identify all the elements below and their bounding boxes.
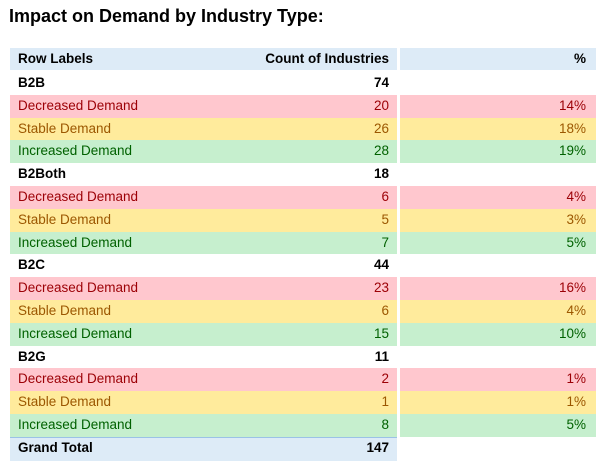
cell: 20 <box>373 97 389 113</box>
row-background <box>10 231 397 255</box>
cell: 26 <box>373 120 389 136</box>
row-background <box>400 140 596 164</box>
cell: 6 <box>381 189 389 204</box>
cell: Increased Demand <box>18 143 133 159</box>
cell: 44 <box>373 257 389 273</box>
cell: Increased Demand <box>18 325 133 341</box>
row-background <box>10 414 397 437</box>
cell: B2C <box>18 257 46 273</box>
cell: 18% <box>558 120 586 136</box>
cell: Stable Demand <box>18 303 112 318</box>
cell: 147 <box>366 439 389 455</box>
row-background <box>400 208 596 232</box>
data-row: Increased Demand 8 5% <box>10 414 596 437</box>
header-row: Row Labels Count of Industries% <box>10 47 596 71</box>
cell: 28 <box>373 143 389 159</box>
data-row: Stable Demand 5 3% <box>10 208 596 232</box>
group-row: B2C 44 <box>10 254 596 277</box>
data-row: Decreased Demand 2 1% <box>10 368 596 392</box>
cell: Stable Demand <box>18 394 112 410</box>
data-row: Increased Demand 28 19% <box>10 140 596 164</box>
cell: 6 <box>381 303 389 318</box>
cell: Grand Total <box>18 439 93 455</box>
cell: 19% <box>558 143 586 159</box>
row-background <box>400 186 596 209</box>
row-background <box>10 391 397 414</box>
cell: Row Labels <box>18 50 94 66</box>
cell: 15 <box>373 325 389 341</box>
cell: B2G <box>18 348 46 364</box>
data-row: Increased Demand 7 5% <box>10 231 596 255</box>
cell: 5 <box>381 211 389 227</box>
data-row: Increased Demand 15 10% <box>10 322 596 346</box>
cell: 3% <box>566 211 586 227</box>
cell: 1 <box>381 394 389 410</box>
row-background <box>10 277 397 300</box>
data-row: Stable Demand 6 4% <box>10 300 596 323</box>
row-background <box>10 140 397 164</box>
row-background <box>400 300 596 323</box>
group-row: B2B 74 <box>10 72 596 95</box>
row-background <box>400 414 596 437</box>
row-background <box>400 47 596 71</box>
cell: Stable Demand <box>18 120 112 136</box>
group-row: B2Both 18 <box>10 163 596 186</box>
row-background <box>10 47 397 71</box>
cell: 18 <box>373 166 389 182</box>
cell: 5% <box>566 417 586 432</box>
cell: Decreased Demand <box>18 371 139 387</box>
cell: 1% <box>566 394 586 410</box>
group-row: B2G 11 <box>10 346 596 369</box>
data-row: Decreased Demand 6 4% <box>10 186 596 209</box>
row-background <box>400 368 596 392</box>
cell: Increased Demand <box>18 234 133 250</box>
row-background <box>10 94 397 118</box>
row-background <box>10 368 397 392</box>
row-background <box>10 300 397 323</box>
cell: 10% <box>558 325 586 341</box>
cell: Stable Demand <box>18 211 112 227</box>
cell: Decreased Demand <box>18 280 139 296</box>
cell: 1% <box>566 371 586 387</box>
cell: % <box>573 50 586 66</box>
cell: 2 <box>381 371 389 387</box>
cell: 5% <box>566 234 586 250</box>
row-background <box>10 322 397 346</box>
cell: B2B <box>18 75 46 90</box>
cell: Increased Demand <box>18 417 133 432</box>
row-background <box>400 94 596 118</box>
cell: Decreased Demand <box>18 189 139 204</box>
cell: 4% <box>566 303 586 318</box>
data-row: Stable Demand 26 18% <box>10 117 596 141</box>
row-background <box>10 186 397 209</box>
row-background <box>10 436 397 461</box>
cell: Decreased Demand <box>18 97 139 113</box>
data-row: Stable Demand 1 1% <box>10 391 596 414</box>
row-background <box>10 208 397 232</box>
data-row: Decreased Demand 23 16% <box>10 277 596 300</box>
title: Impact on Demand by Industry Type: <box>9 6 324 26</box>
cell: 4% <box>566 189 586 204</box>
cell: 74 <box>373 75 389 90</box>
row-background <box>400 277 596 300</box>
cell: 23 <box>373 280 389 296</box>
data-row: Decreased Demand 20 14% <box>10 94 596 118</box>
cell: 8 <box>381 417 389 432</box>
cell: Count of Industries <box>265 50 389 66</box>
cell: 14% <box>558 97 586 113</box>
row-background <box>400 391 596 414</box>
row-background <box>400 117 596 141</box>
row-background <box>10 117 397 141</box>
cell: 16% <box>558 280 586 296</box>
cell: 11 <box>374 348 389 364</box>
row-background <box>400 231 596 255</box>
total-row: Grand Total 147 <box>10 436 596 461</box>
cell: 7 <box>381 234 389 250</box>
row-background <box>400 322 596 346</box>
cell: B2Both <box>18 166 66 182</box>
